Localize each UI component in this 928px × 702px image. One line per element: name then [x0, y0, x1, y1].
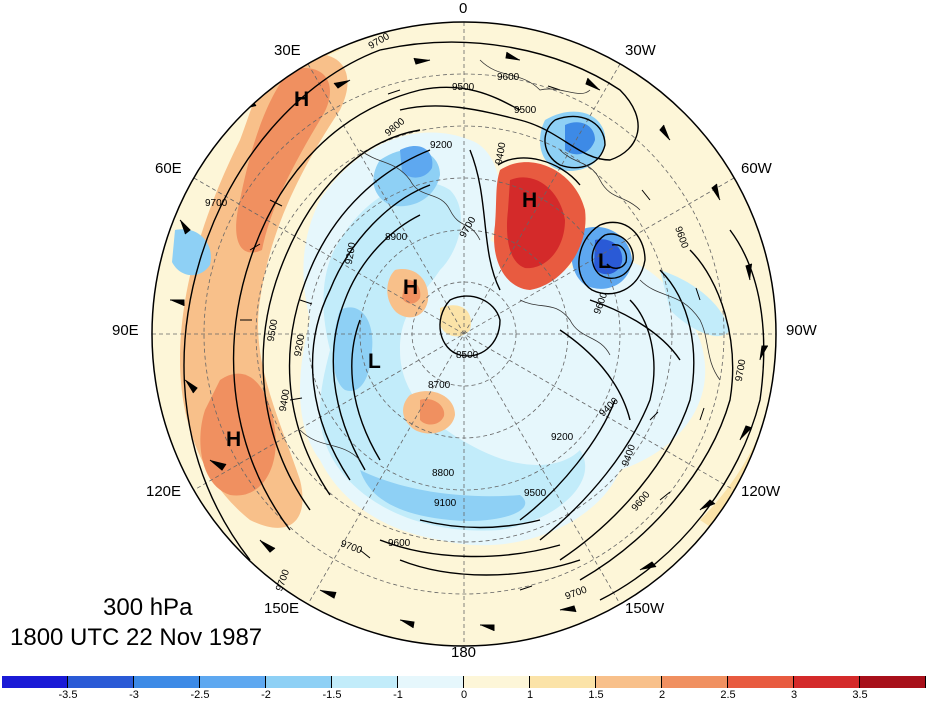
colorbar-cell — [266, 676, 332, 688]
contour-label: 9500 — [452, 82, 475, 93]
low-center-2: L — [368, 350, 381, 373]
high-center-4: H — [226, 428, 242, 451]
coastlines — [299, 59, 721, 461]
lon-label-150e: 150E — [264, 600, 300, 617]
colorbar-cell — [332, 676, 398, 688]
contour-label: 9100 — [434, 498, 457, 509]
lon-label-60e: 60E — [155, 160, 182, 177]
colorbar-cell — [134, 676, 200, 688]
colorbar-cell — [2, 676, 68, 688]
colorbar-cell — [794, 676, 860, 688]
contour-label: 8800 — [432, 468, 455, 479]
colorbar-tick-label: 2.5 — [720, 689, 736, 701]
colorbar-cell — [68, 676, 134, 688]
contour-label: 9500 — [514, 105, 537, 116]
colorbar-tick-label: 1.5 — [588, 689, 604, 701]
contour-label: 9200 — [551, 432, 574, 443]
colorbar-tick-label: -2.5 — [190, 689, 210, 701]
lon-label-60w: 60W — [741, 160, 772, 177]
colorbar-cell — [398, 676, 464, 688]
contour-label: 9200 — [430, 140, 453, 151]
contour-label: 9700 — [205, 198, 228, 209]
colorbar-cell — [728, 676, 794, 688]
colorbar-cell — [530, 676, 596, 688]
contour-label: 8500 — [456, 350, 479, 361]
map-title-level: 300 hPa — [103, 594, 193, 621]
lon-label-90w: 90W — [786, 322, 817, 339]
colorbar-tick-label: 3.5 — [852, 689, 868, 701]
lon-label-30w: 30W — [625, 42, 656, 59]
graticule — [152, 22, 776, 646]
map-title-time: 1800 UTC 22 Nov 1987 — [10, 624, 263, 651]
colorbar-tick-label: -2 — [261, 689, 271, 701]
colorbar-cell — [200, 676, 266, 688]
colorbar-cell — [662, 676, 728, 688]
contour-label: 9600 — [497, 72, 520, 83]
low-center-1: L — [598, 250, 611, 273]
colorbar-cell — [464, 676, 530, 688]
lon-label-120w: 120W — [741, 483, 781, 500]
high-center-2: H — [522, 189, 538, 212]
colorbar-cell — [596, 676, 662, 688]
colorbar-cell — [860, 676, 926, 688]
contour-label: 8900 — [385, 232, 408, 243]
lon-label-0: 0 — [459, 0, 468, 17]
colorbar-tick-label: -1 — [393, 689, 403, 701]
height-contours — [183, 41, 765, 601]
lon-label-180: 180 — [451, 644, 477, 661]
colorbar-tick-label: 0 — [460, 689, 468, 701]
lon-label-150w: 150W — [625, 600, 665, 617]
lon-label-90e: 90E — [112, 322, 139, 339]
contour-label: 8700 — [428, 380, 451, 391]
lon-label-30e: 30E — [274, 42, 301, 59]
colorbar-tick-label: 3 — [790, 689, 798, 701]
contour-label: 9600 — [388, 538, 411, 549]
contour-label: 9500 — [524, 488, 547, 499]
colorbar-tick-label: 2 — [658, 689, 666, 701]
colorbar-tick-label: -1.5 — [322, 689, 342, 701]
lon-label-120e: 120E — [146, 483, 182, 500]
colorbar-tick-label: -3.5 — [58, 689, 78, 701]
high-center-3: H — [403, 276, 419, 299]
wind-barbs — [170, 51, 768, 631]
colorbar-tick-label: -3 — [129, 689, 139, 701]
colorbar-tick-label: 1 — [526, 689, 534, 701]
high-center-1: H — [294, 88, 310, 111]
